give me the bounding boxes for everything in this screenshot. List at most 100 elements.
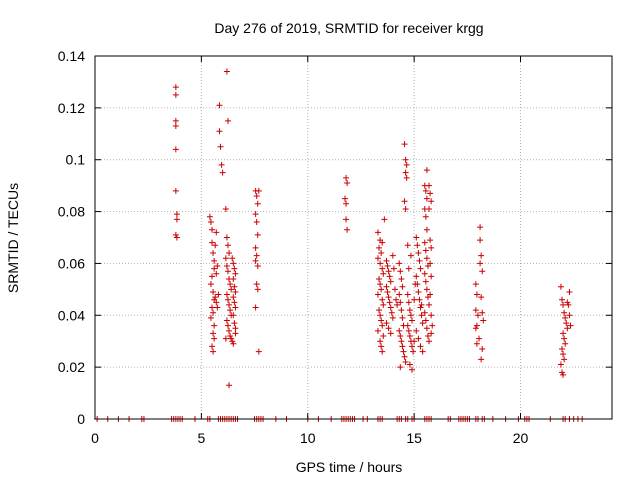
data-point	[226, 301, 233, 308]
data-point	[232, 304, 239, 311]
data-point	[377, 312, 384, 319]
data-point	[216, 128, 223, 135]
data-points	[94, 68, 586, 422]
data-point	[388, 309, 395, 316]
data-point	[472, 325, 479, 332]
data-point	[560, 301, 567, 308]
data-point	[254, 231, 261, 238]
data-point	[228, 286, 235, 293]
data-point	[343, 200, 350, 207]
data-point	[172, 187, 179, 194]
data-point	[207, 314, 214, 321]
data-point	[217, 143, 224, 150]
chart-title: Day 276 of 2019, SRMTID for receiver krg…	[214, 20, 483, 36]
data-point	[252, 257, 259, 264]
data-point	[226, 327, 233, 334]
data-point	[231, 299, 238, 306]
data-point	[557, 361, 564, 368]
data-point	[405, 327, 412, 334]
grid-lines	[95, 56, 612, 419]
data-point	[253, 281, 260, 288]
data-point	[227, 307, 234, 314]
data-point	[422, 213, 429, 220]
y-tick-label: 0.08	[58, 204, 85, 220]
data-point	[343, 174, 350, 181]
data-point	[402, 205, 409, 212]
y-tick-label: 0.14	[58, 48, 85, 64]
data-point	[410, 348, 417, 355]
data-point	[421, 239, 428, 246]
data-point	[428, 273, 435, 280]
data-point	[397, 333, 404, 340]
data-point	[219, 169, 226, 176]
data-point	[391, 286, 398, 293]
x-tick-label: 20	[513, 430, 529, 446]
data-point	[214, 304, 221, 311]
data-point	[252, 244, 259, 251]
data-point	[426, 338, 433, 345]
axis-ticks: 0 5 10 15 20 0 0.02 0.04 0.06 0.08 0.1 0.12 0.14	[58, 48, 612, 446]
data-point	[383, 283, 390, 290]
data-point	[421, 270, 428, 277]
data-point	[229, 255, 236, 262]
data-point	[561, 356, 568, 363]
data-point	[417, 265, 424, 272]
data-point	[224, 322, 231, 329]
data-point	[427, 291, 434, 298]
data-point	[418, 312, 425, 319]
data-point	[399, 343, 406, 350]
data-point	[424, 333, 431, 340]
data-point	[209, 273, 216, 280]
data-point	[378, 286, 385, 293]
data-point	[479, 309, 486, 316]
data-point	[567, 322, 574, 329]
data-point	[210, 348, 217, 355]
data-point	[384, 263, 391, 270]
data-point	[378, 250, 385, 257]
data-point	[211, 257, 218, 264]
data-point	[428, 312, 435, 319]
data-point	[397, 299, 404, 306]
data-point	[224, 242, 231, 249]
data-point	[387, 278, 394, 285]
data-point	[173, 211, 180, 218]
data-point	[387, 330, 394, 337]
data-point	[423, 226, 430, 233]
y-tick-label: 0.02	[58, 359, 85, 375]
data-point	[394, 301, 401, 308]
data-point	[344, 226, 351, 233]
data-point	[172, 146, 179, 153]
data-point	[380, 333, 387, 340]
data-point	[396, 327, 403, 334]
data-point	[398, 275, 405, 282]
data-point	[561, 335, 568, 342]
data-point	[230, 260, 237, 267]
data-point	[409, 317, 416, 324]
data-point	[414, 281, 421, 288]
y-tick-label: 0.12	[58, 100, 85, 116]
data-point	[393, 296, 400, 303]
data-point	[473, 340, 480, 347]
data-point	[374, 327, 381, 334]
data-point	[417, 304, 424, 311]
x-tick-label: 5	[197, 430, 205, 446]
data-point	[222, 255, 229, 262]
data-point	[415, 250, 422, 257]
data-point	[378, 317, 385, 324]
data-point	[213, 299, 220, 306]
data-point	[427, 260, 434, 267]
data-point	[213, 270, 220, 277]
data-point	[385, 325, 392, 332]
data-point	[227, 333, 234, 340]
data-point	[472, 307, 479, 314]
data-point	[427, 190, 434, 197]
data-point	[559, 345, 566, 352]
data-point	[423, 286, 430, 293]
data-point	[226, 250, 233, 257]
data-point	[210, 288, 217, 295]
data-point	[231, 320, 238, 327]
data-point	[344, 180, 351, 187]
data-point	[216, 102, 223, 109]
data-point	[421, 309, 428, 316]
data-point	[386, 299, 393, 306]
